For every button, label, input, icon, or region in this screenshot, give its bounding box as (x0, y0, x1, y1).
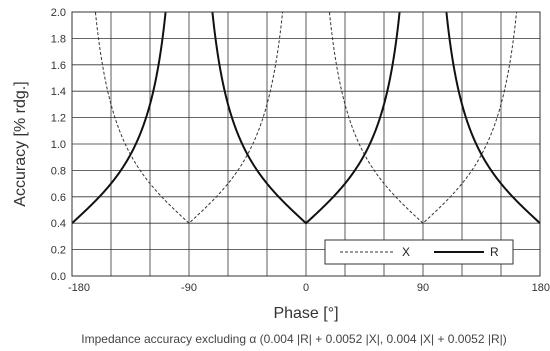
legend-box (324, 239, 514, 265)
x-axis-title: Phase [°] (273, 305, 338, 322)
y-tick-label: 0.0 (51, 271, 66, 283)
y-tick-label: 0.8 (51, 165, 66, 177)
legend-label-r: R (490, 245, 499, 259)
x-tick-label: -90 (181, 282, 197, 294)
grid (71, 11, 541, 277)
x-tick-label: 90 (417, 282, 429, 294)
legend: X R (324, 239, 514, 265)
chart-caption: Impedance accuracy excluding α (0.004 |R… (81, 332, 506, 346)
series-line-r (72, 12, 540, 225)
x-tick-label: 180 (532, 282, 550, 294)
y-tick-label: 1.2 (51, 113, 66, 125)
series-line-x (94, 12, 518, 224)
y-tick-label: 2.0 (51, 7, 66, 19)
plot-frame (71, 11, 541, 277)
tick-labels: 0.0 0.2 0.4 0.6 0.8 1.0 1.2 1.4 1.6 1.8 2.0 -180 -90… (51, 7, 550, 294)
x-tick-label: -180 (68, 282, 90, 294)
y-tick-label: 1.8 (51, 33, 66, 45)
y-tick-label: 1.4 (51, 86, 66, 98)
legend-label-x: X (402, 245, 410, 259)
series-layer (72, 12, 540, 225)
y-tick-label: 1.6 (51, 60, 66, 72)
y-axis-title: Accuracy [% rdg.] (12, 81, 29, 206)
y-tick-label: 0.2 (51, 245, 66, 257)
y-tick-label: 0.6 (51, 192, 66, 204)
y-tick-label: 0.4 (51, 218, 66, 230)
y-tick-label: 1.0 (51, 139, 66, 151)
x-tick-label: 0 (303, 282, 309, 294)
